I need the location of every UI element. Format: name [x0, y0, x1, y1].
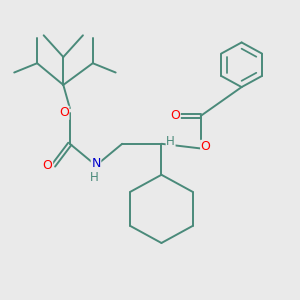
Text: O: O [59, 106, 69, 119]
Text: H: H [166, 135, 175, 148]
Text: N: N [91, 158, 101, 170]
Text: H: H [90, 171, 99, 184]
Text: O: O [170, 110, 180, 122]
Text: O: O [201, 140, 211, 153]
Text: O: O [43, 159, 52, 172]
